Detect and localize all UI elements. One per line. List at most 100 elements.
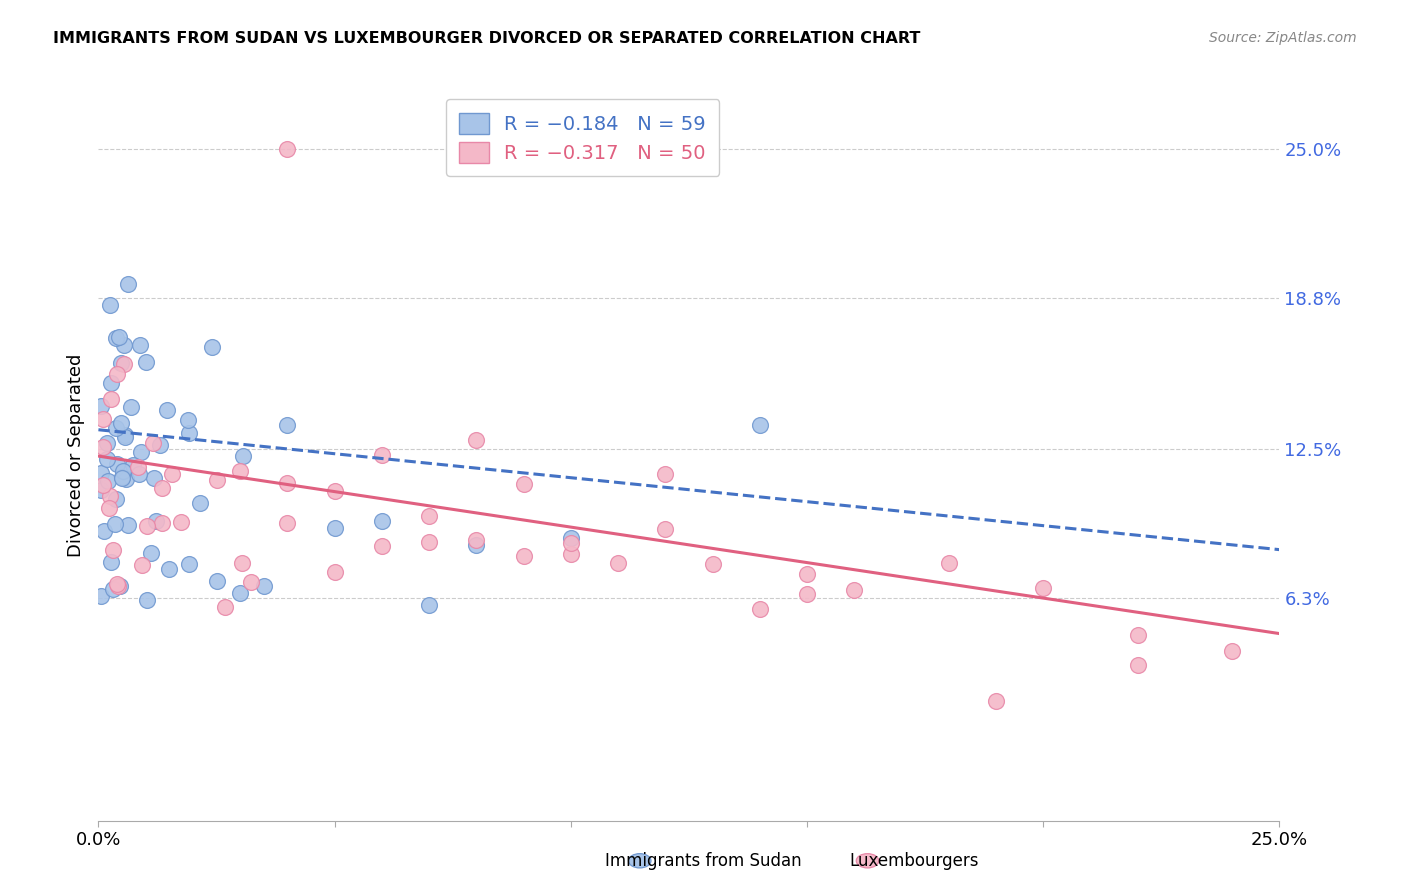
Point <box>232 449 254 463</box>
Point <box>229 586 252 600</box>
Point <box>122 458 145 473</box>
Point <box>114 430 136 444</box>
Point <box>91 440 114 454</box>
Point <box>654 467 676 481</box>
Legend: R = −0.184   N = 59, R = −0.317   N = 50: R = −0.184 N = 59, R = −0.317 N = 50 <box>446 99 720 177</box>
Point <box>98 298 121 312</box>
Point <box>276 475 298 490</box>
Point <box>214 599 236 614</box>
Point <box>702 557 724 571</box>
Point <box>112 338 135 352</box>
Point <box>90 483 112 497</box>
Point <box>150 481 173 495</box>
Point <box>177 413 200 427</box>
Point <box>90 467 112 481</box>
Point <box>96 435 118 450</box>
Point <box>938 556 960 570</box>
Point <box>150 516 173 530</box>
Point <box>139 546 162 560</box>
Point <box>276 142 298 156</box>
Point <box>205 574 228 588</box>
Point <box>131 445 153 459</box>
Point <box>114 428 136 442</box>
Point <box>117 517 139 532</box>
Point <box>1126 628 1149 642</box>
Point <box>177 557 200 571</box>
Point <box>607 556 630 570</box>
Point <box>120 400 142 414</box>
Point <box>110 578 132 592</box>
Point <box>104 421 127 435</box>
Point <box>91 412 114 426</box>
Point <box>104 516 127 531</box>
Point <box>112 357 135 371</box>
Point <box>560 531 582 545</box>
Point <box>100 376 122 391</box>
Point <box>97 474 120 488</box>
Point <box>1032 581 1054 595</box>
Point <box>240 574 263 589</box>
Point <box>796 587 818 601</box>
Point <box>135 354 157 368</box>
Point <box>323 483 346 498</box>
Point <box>276 516 298 530</box>
Point <box>105 367 128 381</box>
Point <box>276 417 298 432</box>
Point <box>127 460 149 475</box>
Point <box>145 514 167 528</box>
Point <box>149 438 172 452</box>
Point <box>101 582 124 596</box>
Point <box>560 547 582 561</box>
Point <box>162 467 184 482</box>
Point <box>117 277 139 291</box>
Point <box>371 514 394 528</box>
Point <box>96 451 118 466</box>
Text: Source: ZipAtlas.com: Source: ZipAtlas.com <box>1209 31 1357 45</box>
Point <box>157 562 180 576</box>
Point <box>129 337 152 351</box>
Point <box>465 538 488 552</box>
Text: Immigrants from Sudan: Immigrants from Sudan <box>605 852 801 870</box>
Y-axis label: Divorced or Separated: Divorced or Separated <box>66 353 84 557</box>
Point <box>111 469 134 483</box>
Point <box>97 501 120 516</box>
Text: Luxembourgers: Luxembourgers <box>849 852 979 870</box>
Point <box>128 467 150 482</box>
Point <box>188 496 211 510</box>
Point <box>110 416 132 430</box>
Point <box>100 392 122 406</box>
Point <box>371 539 394 553</box>
Point <box>135 519 157 533</box>
Point <box>105 331 128 345</box>
Point <box>107 579 129 593</box>
Point <box>371 448 394 462</box>
Point <box>512 477 534 491</box>
Point <box>465 533 488 548</box>
Point <box>796 566 818 581</box>
Point <box>560 535 582 549</box>
Point <box>103 542 125 557</box>
Point <box>131 558 153 573</box>
Point <box>748 417 770 432</box>
Point <box>229 464 252 478</box>
Point <box>136 592 159 607</box>
Point <box>105 576 128 591</box>
Point <box>323 521 346 535</box>
Point <box>156 403 179 417</box>
Point <box>512 549 534 563</box>
Point <box>748 602 770 616</box>
Point <box>93 524 115 538</box>
Point <box>91 478 114 492</box>
Point <box>111 471 134 485</box>
Point <box>90 399 112 413</box>
Point <box>100 555 122 569</box>
Point <box>418 535 440 549</box>
Point <box>170 515 193 529</box>
Point <box>105 457 128 471</box>
Point <box>90 589 112 603</box>
Point <box>465 433 488 447</box>
Point <box>418 598 440 612</box>
Point <box>104 491 127 506</box>
Point <box>110 356 132 370</box>
Point <box>142 436 165 450</box>
